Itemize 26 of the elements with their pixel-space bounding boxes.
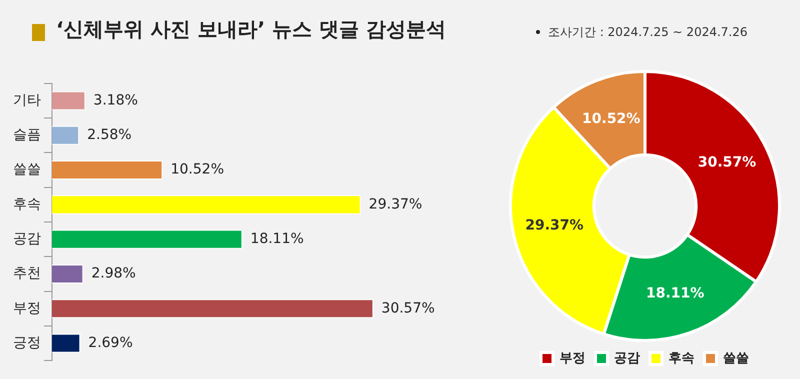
legend-label: 부정 <box>560 350 586 366</box>
data-label: 10.52% <box>582 111 640 128</box>
y-tick-label: 추천 <box>13 266 41 282</box>
y-tick-label: 기타 <box>13 92 41 108</box>
y-tick-label: 공감 <box>13 230 41 247</box>
data-label: 29.37% <box>525 218 584 234</box>
chart-title: ‘신체부위 사진 보내라’ 뉴스 댓글 감성분석 <box>56 16 446 43</box>
data-label: 2.69% <box>88 334 133 351</box>
data-label: 30.57% <box>381 300 435 316</box>
legend-label: 후속 <box>668 350 694 366</box>
data-label: 18.11% <box>250 230 304 247</box>
data-label: 30.57% <box>698 154 756 170</box>
y-tick-label: 후속 <box>13 196 41 212</box>
y-tick-label: 쓸쓸 <box>13 162 41 178</box>
y-tick-label: 부정 <box>13 300 41 316</box>
data-label: 10.52% <box>170 162 224 178</box>
data-label: 2.98% <box>91 266 136 282</box>
data-label: 3.18% <box>93 92 138 108</box>
data-label: 29.37% <box>368 196 422 212</box>
text: 조사기간 : 2024.7.25 ~ 2024.7.26 <box>548 24 748 41</box>
data-label: 18.11% <box>646 285 704 302</box>
y-tick-label: 긍정 <box>13 334 41 351</box>
legend-label: 쓸쓸 <box>723 350 749 366</box>
y-tick-label: 슬픔 <box>13 127 41 144</box>
legend-label: 공감 <box>614 350 640 366</box>
data-label: 2.58% <box>87 127 132 144</box>
